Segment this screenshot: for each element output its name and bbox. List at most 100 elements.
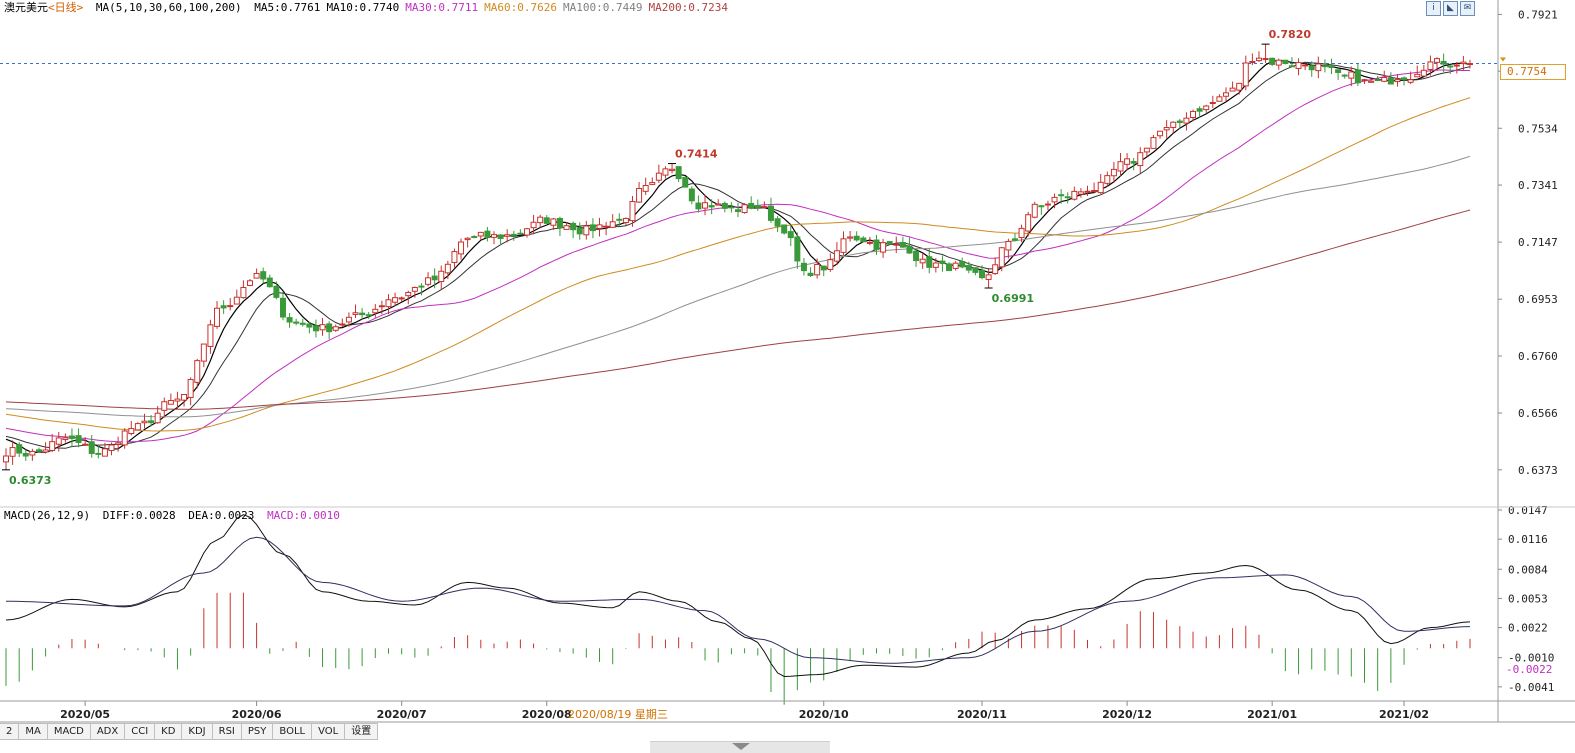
extreme-label: 0.7820 (1269, 28, 1312, 41)
candle-body (68, 435, 75, 439)
candle-body (273, 285, 280, 298)
candle-body (1143, 147, 1150, 153)
candle-body (352, 312, 359, 315)
tab-1[interactable]: MA (19, 723, 48, 740)
candle-body (425, 277, 432, 285)
macd-value-label: MACD:0.0010 (267, 509, 340, 522)
info-button[interactable]: i (1426, 1, 1441, 16)
tab-11[interactable]: 设置 (345, 723, 379, 740)
candle-body (42, 449, 49, 453)
candle-body (1170, 121, 1177, 128)
candle-body (1434, 58, 1441, 63)
candle-body (319, 324, 326, 331)
scroll-handle[interactable] (650, 741, 830, 753)
ma100-line (5, 155, 1471, 418)
date-tick-label: 2020/11 (957, 708, 1007, 721)
candle-body (570, 222, 577, 231)
candle-body (1460, 61, 1467, 65)
period-label[interactable]: <日线> (48, 1, 84, 14)
candle-body (115, 442, 122, 445)
candle-body (807, 272, 814, 277)
date-tick-label: 2020/12 (1102, 708, 1152, 721)
chevron-down-icon (732, 743, 750, 750)
tab-0[interactable]: 2 (0, 723, 20, 740)
candle-body (629, 200, 636, 222)
candle-body (1262, 58, 1269, 61)
candle-body (899, 241, 906, 248)
candle-body (748, 202, 755, 209)
candle-body (464, 237, 471, 241)
indicator-tab-bar: 2 MA MACD ADX CCI KD KDJ RSI PSY BOLL VOL 设置 (0, 723, 379, 740)
candle-body (563, 225, 570, 230)
date-tick-label: 2021/02 (1379, 708, 1429, 721)
tab-9[interactable]: BOLL (273, 723, 313, 740)
candle-body (669, 168, 676, 172)
ma5-line (5, 59, 1471, 454)
candle-body (866, 241, 873, 244)
candle-body (1447, 65, 1454, 68)
price-tick-label: 0.6953 (1518, 293, 1558, 306)
candle-body (207, 324, 214, 347)
date-tick-label: 2020/08 (522, 708, 572, 721)
candle-body (418, 285, 425, 288)
candle-body (1348, 71, 1355, 79)
tab-8[interactable]: PSY (241, 723, 274, 740)
candle-body (1018, 227, 1025, 239)
tab-5[interactable]: KD (155, 723, 183, 740)
candle-body (1071, 190, 1078, 200)
candle-body (260, 271, 267, 280)
tab-6[interactable]: KDJ (182, 723, 213, 740)
macd-legend: MACD(26,12,9) DIFF:0.0028 DEA:0.0023 MAC… (4, 509, 346, 523)
tab-4[interactable]: CCI (125, 723, 156, 740)
date-axis: 2020/05 2020/06 2020/07 2020/08 2020/10 2020/… (60, 701, 1429, 721)
candle-body (1223, 92, 1229, 97)
candle-body (1308, 65, 1315, 71)
ma-settings-label[interactable]: MA(5,10,30,60,100,200) (95, 1, 242, 14)
draw-tool-button[interactable]: ◣ (1443, 1, 1458, 16)
candle-body (682, 176, 689, 188)
candle-body (286, 317, 293, 323)
macd-settings-label[interactable]: MACD(26,12,9) (4, 509, 91, 522)
candle-body (1150, 137, 1157, 149)
candle-body (992, 264, 999, 275)
macd-tick-label: -0.0010 (1508, 652, 1554, 665)
candle-body (1427, 61, 1434, 70)
candle-body (312, 325, 319, 332)
tab-10[interactable]: VOL (312, 723, 346, 740)
tab-2[interactable]: MACD (47, 723, 91, 740)
candle-body (702, 202, 709, 209)
candle-body (82, 443, 89, 446)
macd-current-label: -0.0022 (1506, 663, 1552, 676)
candle-body (761, 206, 768, 209)
candle-body (873, 239, 880, 250)
candle-body (688, 188, 695, 202)
candle-body (240, 287, 247, 299)
candle-body (1190, 110, 1197, 119)
candle-body (1374, 79, 1381, 82)
candle-body (708, 205, 715, 208)
current-price-arrow-icon (1500, 57, 1506, 62)
ma-value-4: MA100:0.7449 (563, 1, 643, 14)
candle-body (293, 321, 300, 324)
price-annotations: 0.6373 0.7414 0.6991 0.7820 (2, 28, 1311, 487)
candle-body (1341, 74, 1348, 77)
date-tick-label: 2020/06 (232, 708, 282, 721)
mail-button[interactable]: ✉ (1460, 1, 1475, 16)
candle-body (939, 260, 946, 264)
cursor-date-label: 2020/08/19 星期三 (568, 708, 668, 721)
candle-body (1368, 80, 1375, 83)
candle-body (523, 228, 530, 236)
candle-body (979, 269, 985, 279)
candle-body (781, 224, 788, 234)
candle-body (247, 280, 253, 286)
tab-3[interactable]: ADX (90, 723, 126, 740)
candle-body (154, 412, 161, 424)
candle-body (636, 187, 643, 203)
candle-body (253, 272, 260, 279)
candle-body (1354, 69, 1361, 84)
candle-body (1401, 77, 1408, 80)
extreme-label: 0.6373 (9, 474, 51, 487)
candle-body (187, 378, 194, 398)
tab-7[interactable]: RSI (212, 723, 242, 740)
